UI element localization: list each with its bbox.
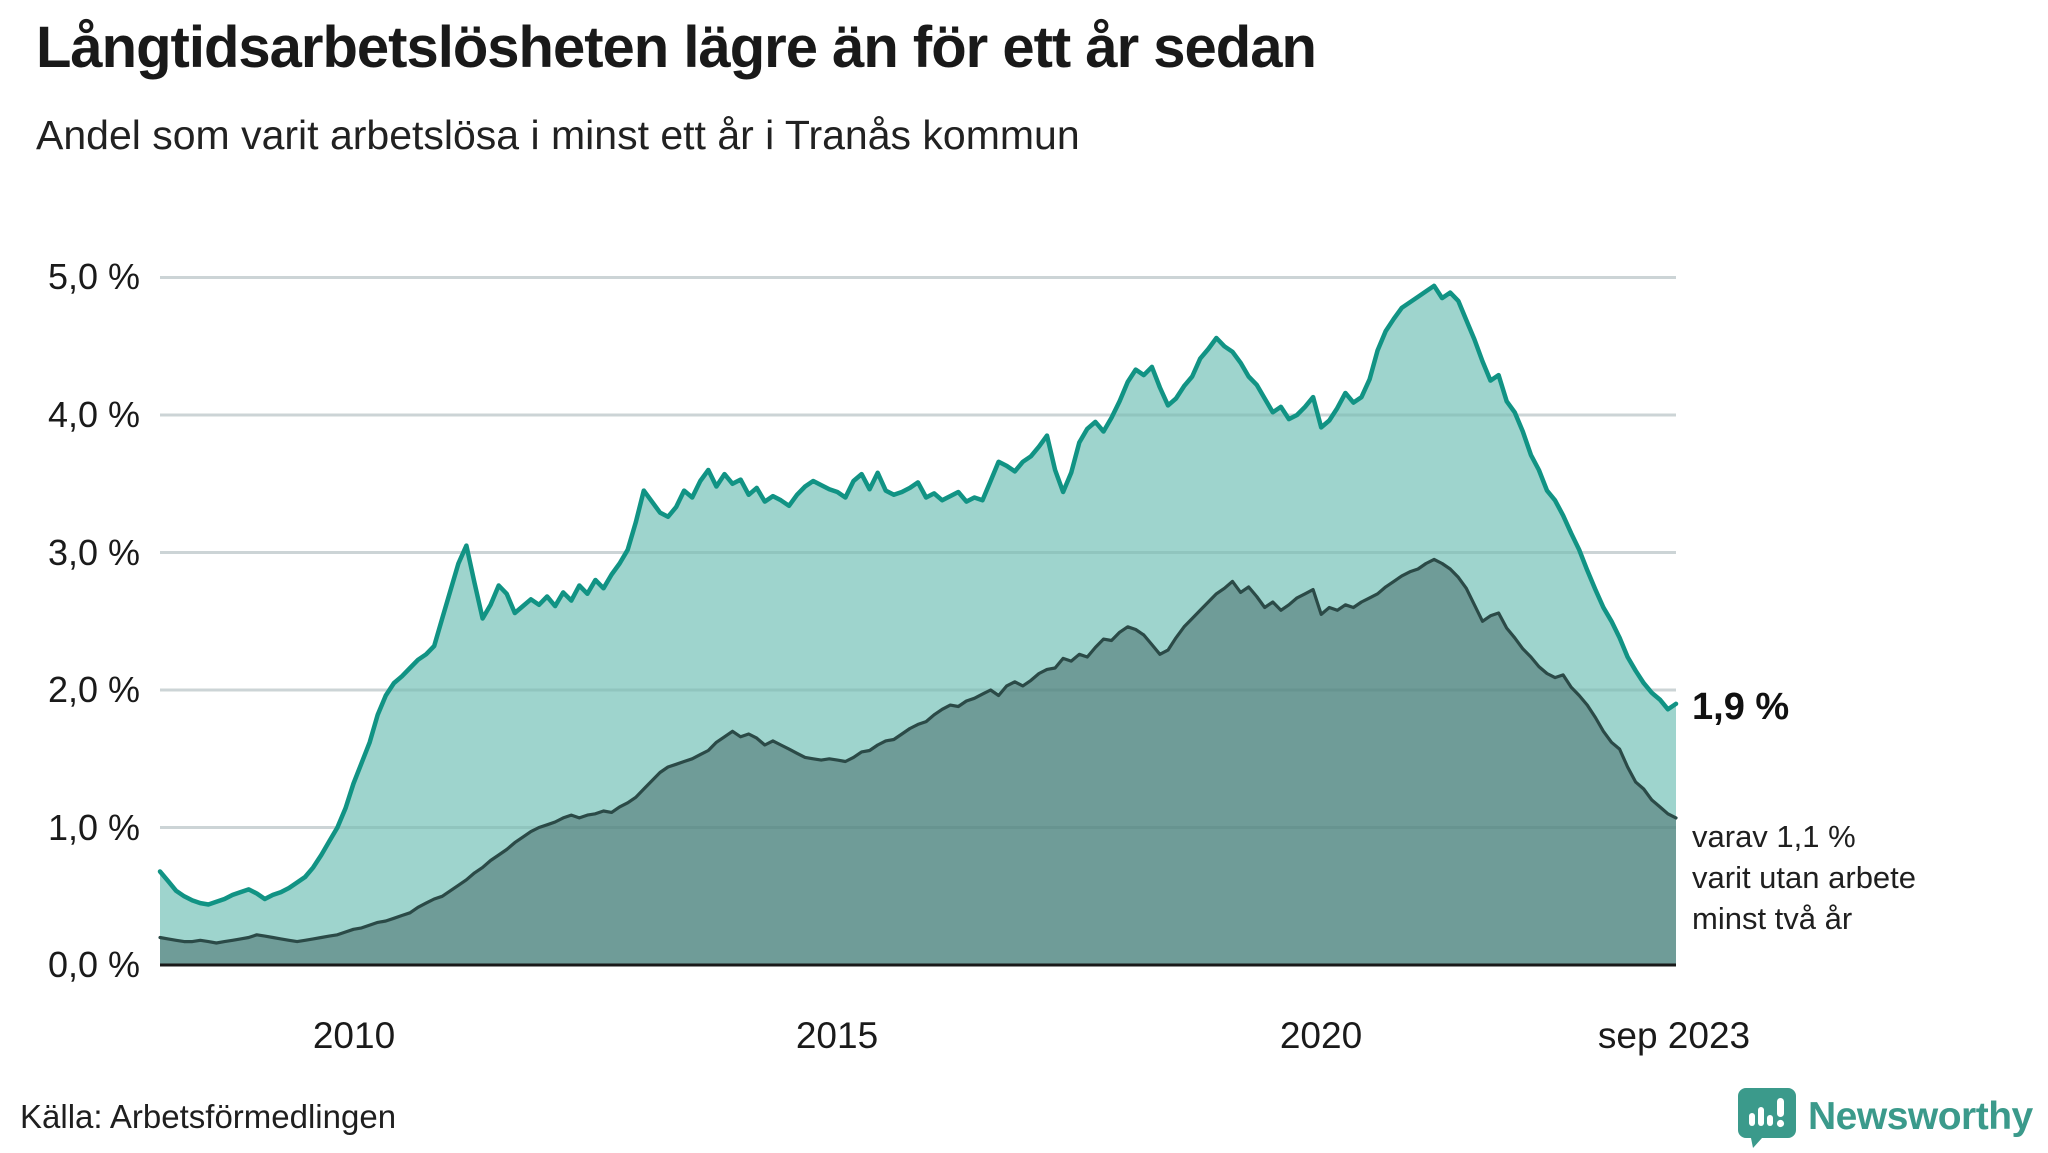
newsworthy-logo: Newsworthy — [1738, 1086, 2033, 1148]
annotation-line: varav 1,1 % — [1692, 819, 1856, 854]
latest-value-label: 1,9 % — [1692, 686, 1790, 728]
y-tick-label: 3,0 % — [47, 532, 140, 573]
annotation-line: varit utan arbete — [1692, 860, 1917, 895]
chart-subtitle: Andel som varit arbetslösa i minst ett å… — [36, 112, 1080, 158]
newsworthy-wordmark: Newsworthy — [1808, 1095, 2033, 1138]
page-title: Långtidsarbetslösheten lägre än för ett … — [36, 15, 1317, 80]
x-tick-label: 2020 — [1279, 1015, 1363, 1056]
secondary-annotation: varav 1,1 % varit utan arbete minst två … — [1692, 816, 2048, 939]
y-tick-label: 0,0 % — [47, 944, 140, 985]
y-tick-label: 2,0 % — [47, 669, 140, 710]
x-tick-label: 2010 — [312, 1015, 396, 1056]
y-tick-label: 4,0 % — [47, 394, 140, 435]
annotation-line: minst två år — [1692, 901, 1853, 936]
y-tick-label: 1,0 % — [47, 807, 140, 848]
newsworthy-icon — [1738, 1086, 1796, 1148]
x-tick-label: 2015 — [795, 1015, 879, 1056]
gridlines-overlay — [160, 276, 1676, 829]
area-unemployed-two-years — [160, 559, 1676, 965]
y-tick-label: 5,0 % — [47, 256, 140, 297]
line-unemployed-two-years — [158, 557, 1678, 945]
x-tick-label: sep 2023 — [1597, 1015, 1751, 1056]
source-note: Källa: Arbetsförmedlingen — [20, 1098, 397, 1135]
line-unemployed-one-year — [157, 283, 1679, 907]
